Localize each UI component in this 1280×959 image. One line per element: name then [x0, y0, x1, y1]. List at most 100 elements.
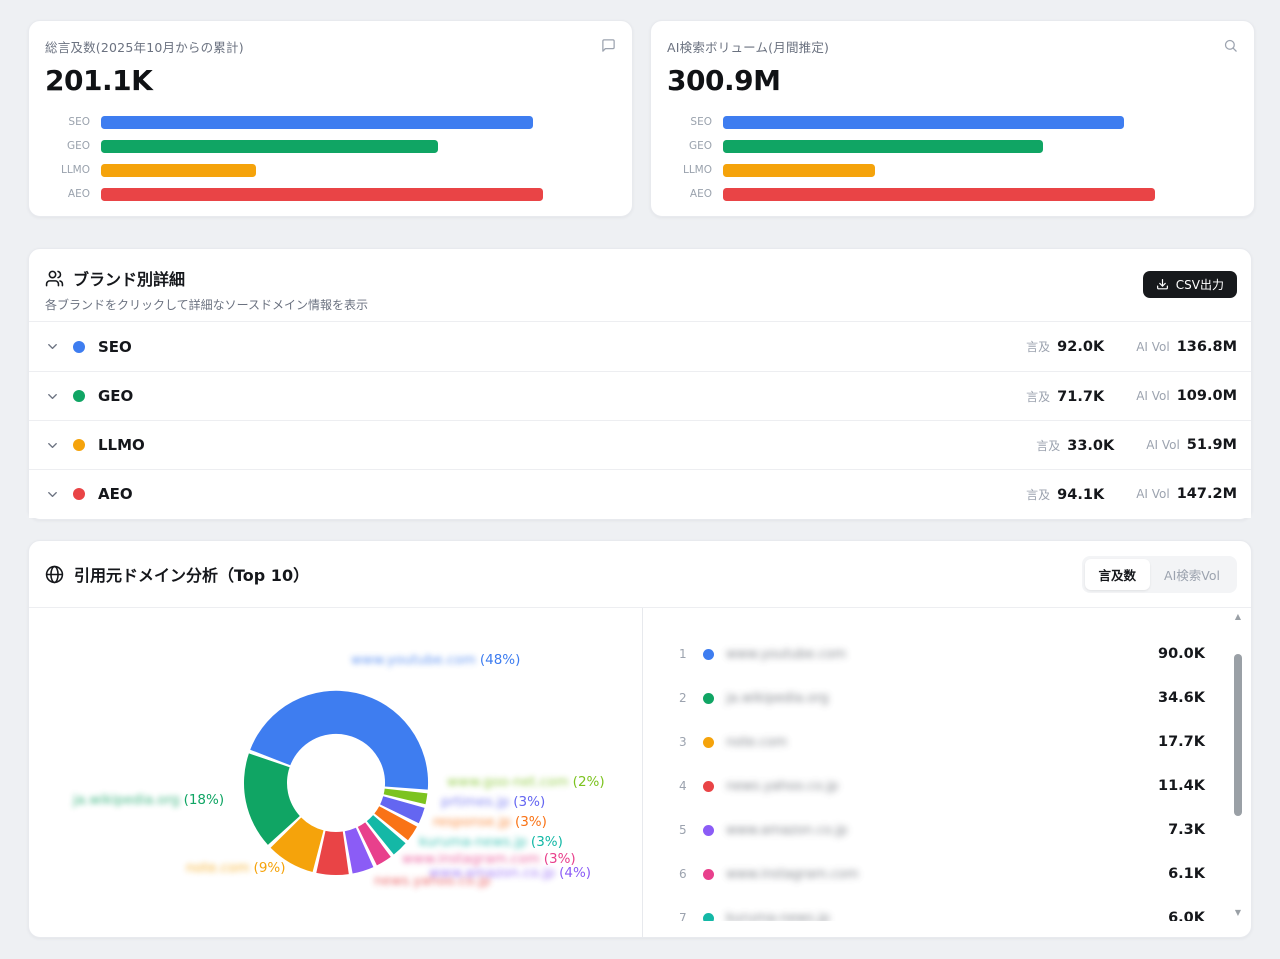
- brand-row-llmo[interactable]: LLMO 言及 33.0K AI Vol 51.9M: [29, 420, 1251, 469]
- domain-color-dot: [703, 648, 714, 660]
- bar-llmo: [723, 163, 875, 177]
- brand-detail-card: ブランド別詳細 各ブランドをクリックして詳細なソースドメイン情報を表示 CSV出…: [28, 248, 1252, 520]
- domain-color-dot: [703, 736, 714, 748]
- section-title: ブランド別詳細: [73, 270, 186, 289]
- slice-percent: (18%): [183, 792, 225, 808]
- domain-name-blurred: note.com: [186, 860, 250, 876]
- toggle-mentions[interactable]: 言及数: [1084, 558, 1151, 590]
- brand-name: SEO: [98, 337, 132, 356]
- donut-label-orange: response.jp (3%): [433, 814, 547, 830]
- ai-volume-bar-chart: SEO GEO LLMO AEO: [651, 97, 1254, 206]
- domain-value: 17.7K: [1157, 734, 1205, 750]
- bar-row-aeo: AEO: [45, 182, 632, 206]
- donut-slice-youtube[interactable]: [250, 690, 429, 790]
- mentions-label: 言及: [1026, 487, 1051, 502]
- donut-slice-orange[interactable]: [374, 806, 417, 841]
- brand-rows: SEO 言及 92.0K AI Vol 136.8M GEO 言及 71.7K AI Vol 10…: [29, 322, 1251, 518]
- domain-value: 11.4K: [1157, 778, 1205, 794]
- csv-export-button[interactable]: CSV出力: [1142, 271, 1237, 298]
- ai-vol-value: 51.9M: [1186, 437, 1237, 453]
- domain-list-row-3: 3 note.com 17.7K: [644, 720, 1251, 764]
- bar-row-seo: SEO: [45, 110, 632, 134]
- card-title: 総言及数(2025年10月からの累計): [45, 40, 244, 55]
- bar-geo: [723, 139, 1043, 153]
- donut-label-indigo: prtimes.jp (3%): [441, 794, 545, 810]
- brand-name: GEO: [98, 387, 134, 405]
- section-title: 引用元ドメイン分析（Top 10）: [74, 566, 310, 585]
- domain-color-dot: [703, 868, 714, 880]
- domain-color-dot: [703, 824, 714, 836]
- total-value: 300.9M: [667, 64, 781, 97]
- slice-percent: (2%): [572, 774, 605, 790]
- ai-vol-value: 136.8M: [1176, 338, 1237, 355]
- bar-seo: [101, 115, 533, 129]
- bar-aeo: [723, 187, 1155, 201]
- mentions-bar-chart: SEO GEO LLMO AEO: [29, 97, 632, 206]
- brand-row-geo[interactable]: GEO 言及 71.7K AI Vol 109.0M: [29, 371, 1251, 420]
- domain-name-blurred: news.yahoo.co.jp: [374, 873, 491, 889]
- scroll-up-arrow[interactable]: ▲: [1234, 612, 1242, 621]
- toggle-ai-search-vol[interactable]: AI検索Vol: [1150, 559, 1234, 590]
- domain-list-row-2: 2 ja.wikipedia.org 34.6K: [644, 676, 1251, 720]
- rank-number: 7: [679, 911, 687, 921]
- domain-name-blurred: kuruma-news.jp: [419, 834, 527, 850]
- donut-slice-indigo[interactable]: [380, 796, 425, 824]
- brand-name: LLMO: [98, 436, 145, 454]
- scroll-down-arrow[interactable]: ▼: [1234, 908, 1242, 917]
- domain-name-blurred: www.goo-net.com: [447, 774, 569, 790]
- ai-vol-label: AI Vol: [1146, 438, 1180, 452]
- bar-geo: [101, 139, 438, 153]
- brand-row-seo[interactable]: SEO 言及 92.0K AI Vol 136.8M: [29, 322, 1251, 371]
- domain-name-blurred: www.youtube.com: [351, 652, 476, 668]
- csv-button-label: CSV出力: [1175, 278, 1224, 292]
- domain-name-blurred: www.instagram.com: [726, 866, 859, 882]
- slice-percent: (3%): [514, 814, 547, 830]
- ai-vol-label: AI Vol: [1136, 487, 1170, 501]
- donut-slice-pink[interactable]: [357, 822, 391, 866]
- total-value: 201.1K: [45, 64, 153, 97]
- bar-category-label: SEO: [690, 116, 712, 128]
- donut-label-teal: kuruma-news.jp (3%): [419, 834, 563, 850]
- domain-rank-list: 1 www.youtube.com 90.0K 2 ja.wikipedia.org 34…: [644, 608, 1251, 937]
- donut-chart[interactable]: [241, 688, 431, 878]
- bar-category-label: LLMO: [682, 164, 712, 176]
- mentions-label: 言及: [1036, 438, 1061, 453]
- donut-slice-amber[interactable]: [270, 817, 324, 873]
- domain-name-blurred: www.amazon.co.jp: [726, 822, 848, 838]
- slice-percent: (3%): [543, 851, 576, 867]
- bar-llmo: [101, 163, 256, 177]
- donut-label-lime: www.goo-net.com (2%): [447, 774, 605, 790]
- mentions-label: 言及: [1026, 389, 1051, 404]
- users-icon: [45, 269, 64, 288]
- donut-slice-lime[interactable]: [383, 788, 428, 805]
- donut-label-pink: www.instagram.com (3%): [402, 851, 576, 867]
- domain-value: 34.6K: [1157, 690, 1205, 706]
- bar-aeo: [101, 187, 543, 201]
- download-icon: [1156, 278, 1169, 291]
- slice-percent: (4%): [559, 865, 592, 881]
- ai-vol-value: 147.2M: [1176, 486, 1237, 502]
- donut-slice-red[interactable]: [316, 830, 349, 876]
- rank-number: 2: [679, 691, 687, 705]
- domain-value: 90.0K: [1157, 646, 1205, 662]
- bar-seo: [723, 115, 1124, 129]
- donut-slice-purple[interactable]: [344, 827, 374, 874]
- slice-percent: (9%): [253, 860, 286, 876]
- slice-percent: (3%): [530, 834, 563, 850]
- bar-category-label: AEO: [67, 188, 90, 200]
- total-mentions-card: 総言及数(2025年10月からの累計) 201.1K SEO GEO LLMO AEO: [28, 20, 633, 217]
- brand-row-aeo[interactable]: AEO 言及 94.1K AI Vol 147.2M: [29, 469, 1251, 518]
- domain-name-blurred: ja.wikipedia.org: [73, 792, 180, 808]
- metric-toggle: 言及数 AI検索Vol: [1081, 555, 1237, 593]
- donut-label-purple: www.amazon.co.jp (4%): [429, 865, 591, 881]
- donut-slice-wikipedia[interactable]: [243, 753, 300, 845]
- message-square-icon: [601, 38, 616, 57]
- brand-color-dot: [73, 488, 85, 500]
- domain-name-blurred: news.yahoo.co.jp: [726, 778, 839, 794]
- donut-slice-teal[interactable]: [366, 815, 406, 855]
- scrollbar-thumb[interactable]: [1234, 654, 1242, 816]
- brand-color-dot: [73, 439, 85, 451]
- ai-vol-value: 109.0M: [1176, 388, 1237, 404]
- domain-value: 7.3K: [1168, 822, 1205, 838]
- list-scrollbar: ▲ ▼: [1233, 612, 1243, 930]
